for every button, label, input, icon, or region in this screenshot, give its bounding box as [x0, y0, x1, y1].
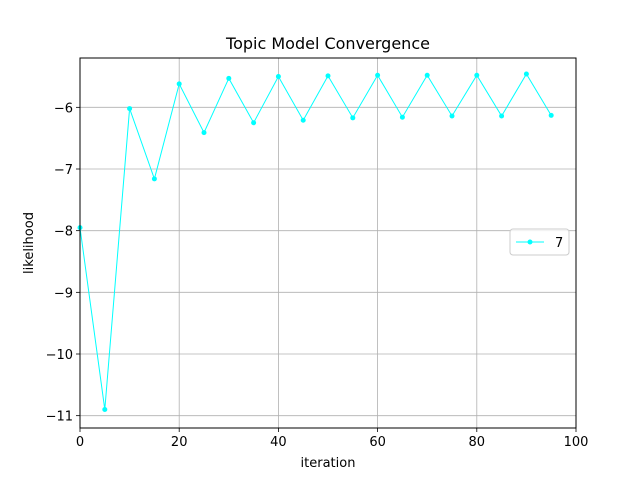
x-axis-label: iteration	[301, 456, 356, 471]
chart-title: Topic Model Convergence	[225, 34, 430, 53]
data-point	[251, 120, 257, 126]
y-tick-label: −6	[54, 101, 73, 116]
data-point	[325, 73, 331, 79]
plot-frame	[79, 57, 577, 429]
y-tick-label: −7	[54, 163, 73, 178]
data-point	[201, 130, 207, 136]
x-axis: 0 20 40 60 80 100	[76, 428, 589, 450]
y-tick-label: −8	[54, 225, 73, 240]
data-point	[275, 74, 281, 79]
x-tick-label: 20	[171, 435, 188, 450]
y-axis: −11 −10 −9 −8 −7 −6	[46, 101, 80, 425]
legend: 7	[509, 228, 570, 256]
data-point	[151, 176, 157, 182]
x-tick-label: 0	[76, 435, 84, 450]
series-layer	[77, 71, 554, 412]
data-point	[449, 113, 455, 119]
x-tick-label: 100	[564, 435, 589, 450]
data-point	[226, 75, 232, 81]
data-point	[424, 72, 430, 78]
y-tick-label: −10	[46, 348, 73, 363]
data-point	[350, 115, 356, 121]
data-point	[474, 72, 480, 78]
series-line	[79, 73, 552, 410]
data-point	[499, 113, 505, 119]
legend-marker	[527, 239, 533, 245]
legend-label: 7	[555, 236, 563, 251]
data-point	[176, 81, 182, 87]
data-point	[300, 117, 306, 123]
x-tick-label: 80	[469, 435, 486, 450]
y-tick-label: −9	[54, 286, 73, 301]
x-tick-label: 60	[369, 435, 386, 450]
y-tick-label: −11	[46, 410, 73, 425]
y-axis-label: likelihood	[22, 212, 37, 274]
data-point	[523, 71, 529, 77]
data-point	[102, 407, 108, 412]
x-tick-label: 40	[270, 435, 287, 450]
grid	[79, 58, 577, 428]
data-point	[548, 112, 554, 118]
data-point	[399, 114, 405, 120]
data-point	[127, 106, 133, 112]
data-point	[375, 72, 381, 78]
